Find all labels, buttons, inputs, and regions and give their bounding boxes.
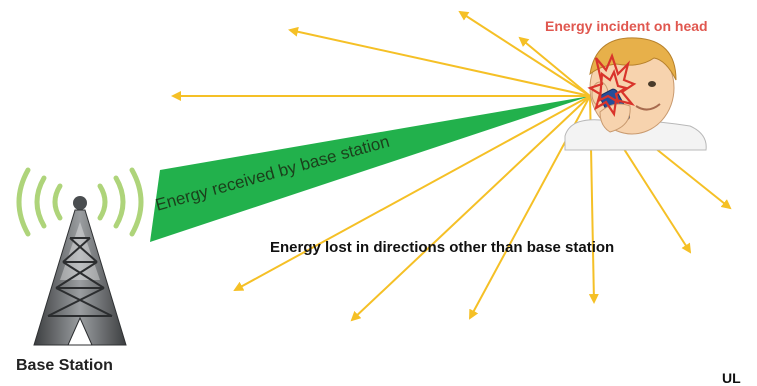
ray-1 bbox=[458, 10, 591, 97]
energy-lost-label: Energy lost in directions other than bas… bbox=[270, 239, 615, 256]
energy-beam bbox=[150, 96, 590, 242]
ray-10 bbox=[518, 36, 591, 97]
tower-icon bbox=[33, 196, 127, 346]
energy-incident-label: Energy incident on head bbox=[545, 18, 708, 34]
base-station-label: Base Station bbox=[16, 357, 113, 374]
ray-4 bbox=[233, 95, 591, 291]
signal-waves-icon bbox=[16, 167, 144, 237]
energy-incident-icon bbox=[587, 52, 637, 118]
ray-5 bbox=[350, 95, 591, 322]
corner-mark: UL bbox=[722, 370, 741, 386]
ray-2 bbox=[288, 26, 591, 97]
